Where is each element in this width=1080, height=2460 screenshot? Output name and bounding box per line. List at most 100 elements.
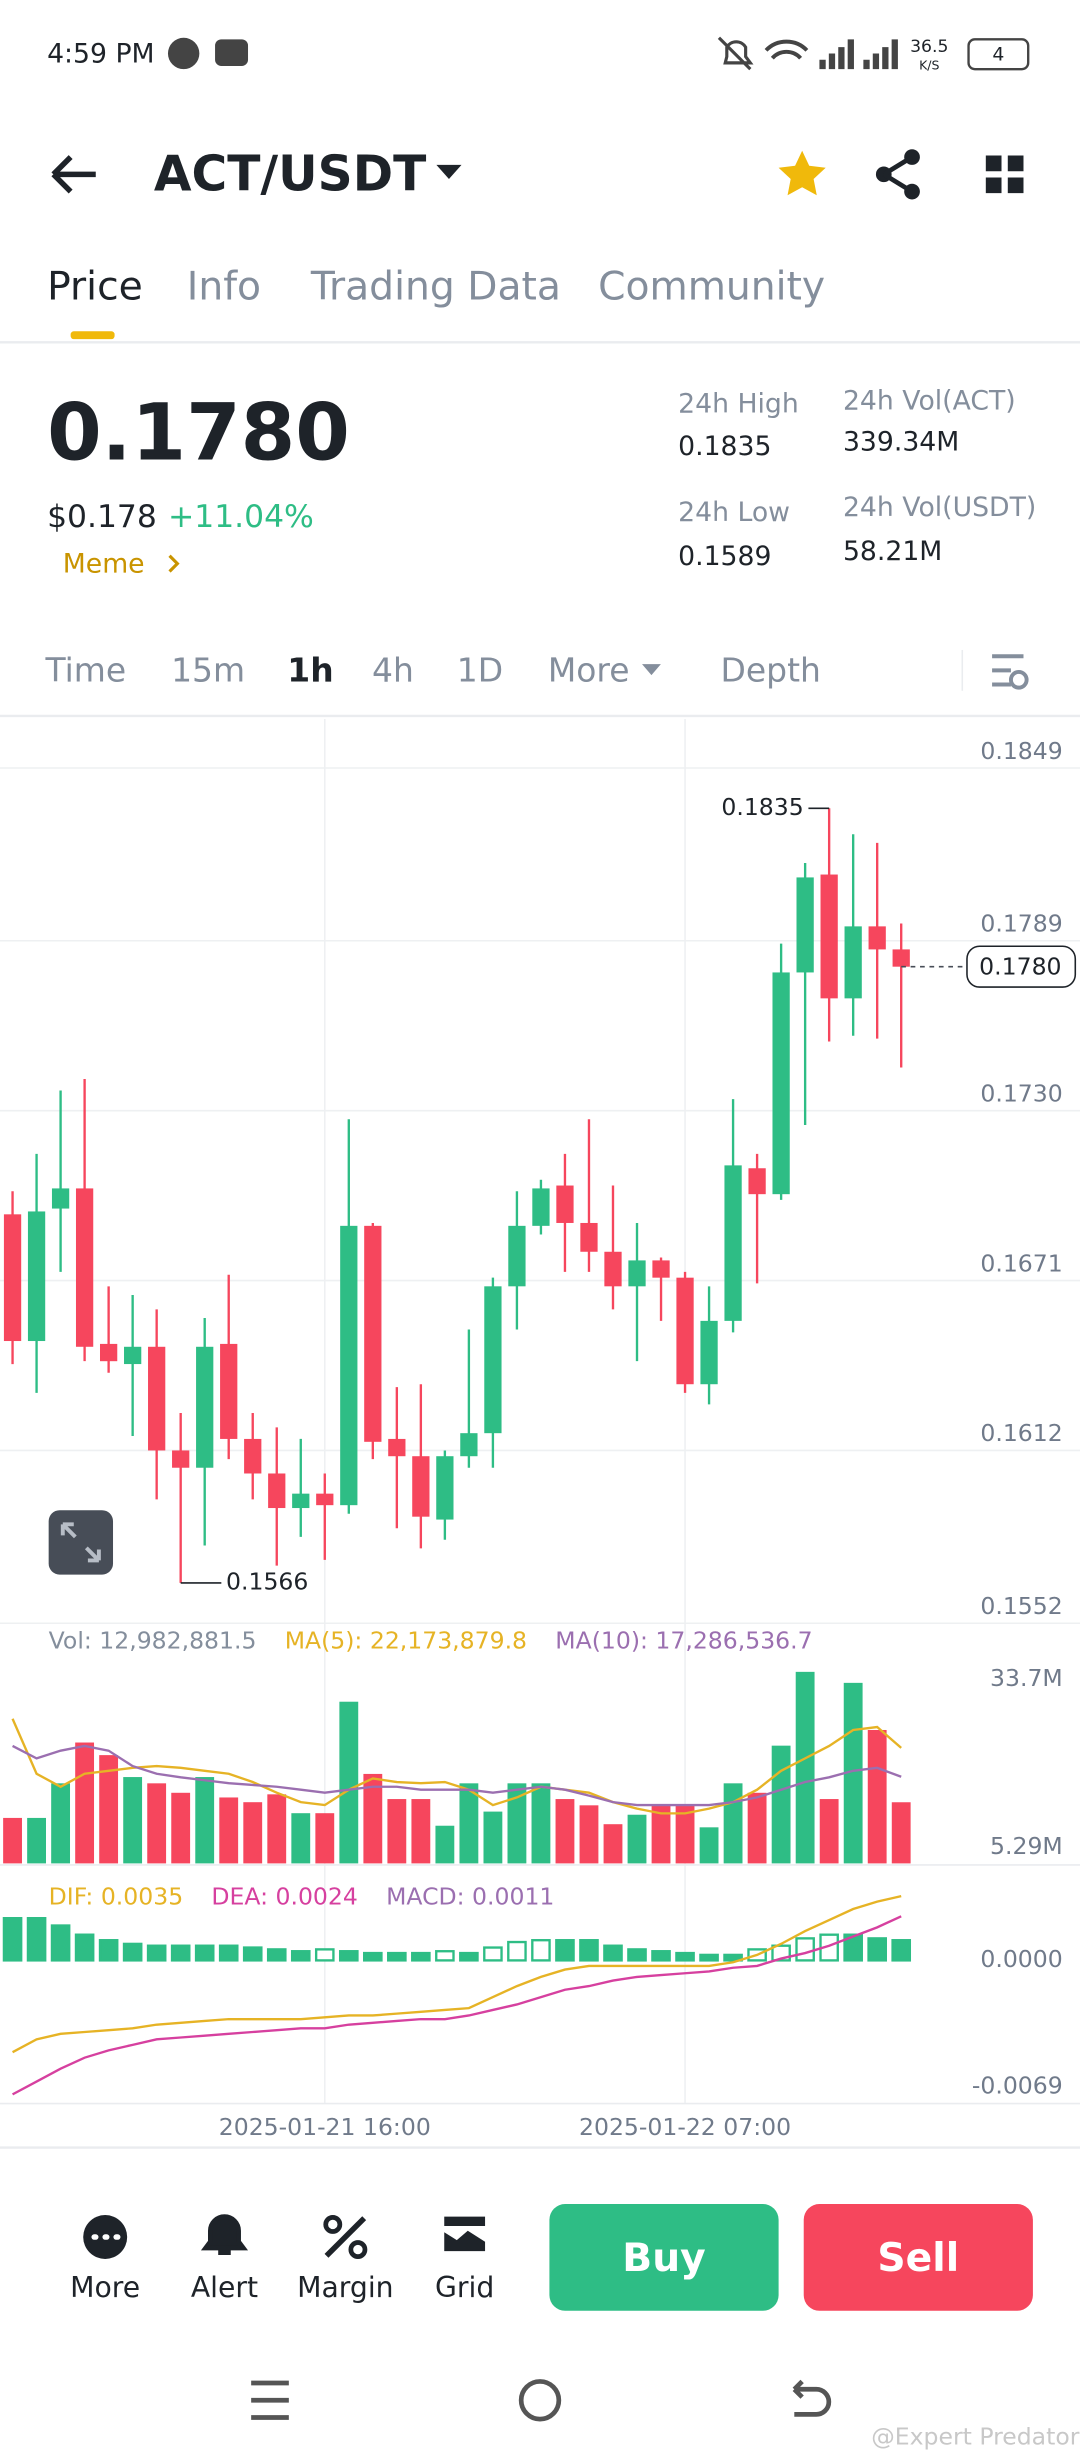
y-tick-label: 0.1849 — [980, 737, 1062, 765]
candle-body — [652, 1260, 670, 1278]
volume-bar — [795, 1671, 815, 1864]
ma-line — [11, 1718, 902, 1815]
volume-bar — [507, 1783, 527, 1864]
y-tick-label: 0.1612 — [980, 1419, 1062, 1447]
volume-bar — [243, 1802, 263, 1864]
grid-icon[interactable] — [444, 2216, 486, 2252]
interval[interactable]: 1h — [287, 650, 333, 689]
stat-value: 58.21M — [843, 536, 942, 567]
volume-bar — [867, 1729, 887, 1864]
candle-body — [268, 1473, 286, 1509]
fiat-price: $0.178 — [47, 499, 157, 535]
nav-recents[interactable] — [251, 2380, 289, 2420]
tab[interactable]: Community — [598, 264, 825, 309]
pair-title[interactable]: ACT/USDT — [154, 146, 426, 202]
menu-grid[interactable] — [985, 155, 1024, 194]
chart-settings-gear — [1008, 669, 1029, 690]
stat-label: 24h High — [678, 389, 799, 420]
candle-body — [172, 1450, 190, 1468]
volume-bar — [723, 1783, 743, 1864]
macd-bar — [507, 1940, 527, 1962]
buy-button[interactable] — [549, 2204, 779, 2311]
net-unit: K/S — [919, 58, 939, 73]
volume-bar — [459, 1783, 479, 1864]
buy-label[interactable]: Buy — [622, 2236, 705, 2281]
volume-bar — [579, 1805, 599, 1864]
nav-home[interactable] — [518, 2379, 562, 2422]
nav-back[interactable] — [792, 2379, 832, 2417]
candle-body — [388, 1438, 406, 1457]
watermark: @Expert Predator — [871, 2422, 1080, 2450]
candle-body — [220, 1343, 238, 1439]
action-label[interactable]: Alert — [191, 2271, 258, 2304]
volume-bar — [99, 1755, 119, 1864]
volume-bar — [699, 1827, 719, 1864]
candle-body — [748, 1168, 766, 1195]
action-label[interactable]: Margin — [297, 2271, 394, 2304]
margin-icon[interactable] — [324, 2216, 367, 2258]
signal-icon — [819, 39, 898, 70]
tab[interactable]: Info — [187, 264, 261, 309]
pair-dropdown[interactable] — [436, 164, 462, 180]
tab[interactable]: Price — [47, 264, 143, 309]
status-bar: 4:59 PM 36.5 K/S 4 — [47, 36, 1030, 73]
interval[interactable]: Time — [45, 650, 127, 689]
legend-entry: DIF: 0.0035 — [49, 1882, 184, 1910]
last-price-label: 0.1780 — [979, 953, 1061, 981]
macd-bar — [675, 1951, 695, 1962]
volume-bar — [339, 1701, 359, 1864]
share-button[interactable] — [875, 149, 920, 200]
volume-bar — [819, 1799, 839, 1864]
candle-body — [868, 926, 886, 950]
macd-bar — [26, 1917, 47, 1962]
volume-bar — [51, 1783, 71, 1864]
action-label[interactable]: Grid — [435, 2271, 494, 2304]
macd-bar — [146, 1944, 167, 1962]
candle-body — [124, 1346, 142, 1365]
alert-icon[interactable] — [200, 2214, 249, 2256]
candle-body — [604, 1251, 622, 1287]
volume-bar — [171, 1792, 191, 1864]
volume-bar — [315, 1813, 335, 1864]
volume-bar — [435, 1825, 455, 1864]
interval[interactable]: 15m — [171, 650, 245, 689]
chart-settings[interactable] — [992, 654, 1024, 687]
candle-body — [796, 877, 814, 973]
candle-body — [364, 1225, 382, 1442]
interval-bar: Time 15m 1h 4h 1D More Depth — [0, 649, 1080, 718]
interval[interactable]: 4h — [372, 650, 414, 689]
action-label[interactable]: More — [70, 2271, 140, 2304]
candle-body — [412, 1456, 430, 1517]
candle-body — [676, 1277, 694, 1385]
back-button[interactable] — [51, 155, 96, 194]
y-tick-label: 0.1789 — [980, 910, 1062, 938]
volume-bar — [3, 1817, 22, 1864]
expand-button[interactable] — [48, 1510, 114, 1575]
candle-body — [99, 1343, 118, 1362]
macd-bar — [843, 1933, 863, 1962]
status-icon — [167, 37, 200, 70]
candle-body — [75, 1188, 94, 1347]
high-label: 0.1835 — [721, 793, 803, 821]
sell-label[interactable]: Sell — [877, 2236, 959, 2281]
status-icon — [215, 39, 249, 67]
charts: 2025-01-21 16:00 2025-01-22 07:00 0.1849 0.… — [0, 719, 1080, 2141]
macd-bar — [435, 1950, 455, 1962]
interval[interactable]: 1D — [457, 650, 503, 689]
volume-bar — [147, 1783, 167, 1864]
nav-bar: @Expert Predator — [251, 2379, 1080, 2450]
sell-button[interactable] — [803, 2204, 1033, 2311]
candle-body — [51, 1188, 70, 1209]
tab[interactable]: Trading Data — [310, 264, 561, 309]
volume-bar — [627, 1814, 647, 1864]
interval[interactable]: Depth — [721, 650, 821, 689]
macd-bar — [459, 1951, 479, 1962]
volume-bar — [123, 1777, 143, 1864]
category-tag[interactable]: Meme — [63, 549, 145, 580]
interval[interactable]: More — [548, 650, 630, 689]
y-tick-label: 0.1552 — [980, 1592, 1062, 1620]
favorite-star[interactable] — [778, 150, 826, 196]
legend-entry: DEA: 0.0024 — [211, 1882, 357, 1910]
volume-bar — [267, 1794, 287, 1864]
candle-body — [196, 1346, 214, 1468]
